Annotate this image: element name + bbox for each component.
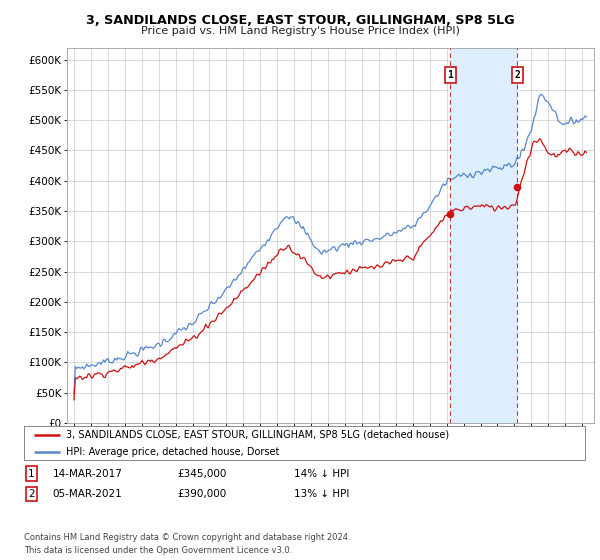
Text: £345,000: £345,000 bbox=[177, 469, 226, 479]
Text: 2: 2 bbox=[514, 70, 520, 80]
Text: HPI: Average price, detached house, Dorset: HPI: Average price, detached house, Dors… bbox=[66, 447, 280, 456]
Text: £390,000: £390,000 bbox=[177, 489, 226, 499]
Text: 3, SANDILANDS CLOSE, EAST STOUR, GILLINGHAM, SP8 5LG (detached house): 3, SANDILANDS CLOSE, EAST STOUR, GILLING… bbox=[66, 430, 449, 440]
Text: 1: 1 bbox=[28, 469, 35, 479]
Text: 3, SANDILANDS CLOSE, EAST STOUR, GILLINGHAM, SP8 5LG: 3, SANDILANDS CLOSE, EAST STOUR, GILLING… bbox=[86, 14, 514, 27]
Text: 14-MAR-2017: 14-MAR-2017 bbox=[53, 469, 122, 479]
Text: 05-MAR-2021: 05-MAR-2021 bbox=[53, 489, 122, 499]
Text: Price paid vs. HM Land Registry's House Price Index (HPI): Price paid vs. HM Land Registry's House … bbox=[140, 26, 460, 36]
Text: Contains HM Land Registry data © Crown copyright and database right 2024.
This d: Contains HM Land Registry data © Crown c… bbox=[24, 533, 350, 554]
Text: 2: 2 bbox=[28, 489, 35, 499]
Bar bbox=[450, 48, 517, 423]
Text: 14% ↓ HPI: 14% ↓ HPI bbox=[294, 469, 349, 479]
Text: 13% ↓ HPI: 13% ↓ HPI bbox=[294, 489, 349, 499]
Text: 1: 1 bbox=[447, 70, 453, 80]
